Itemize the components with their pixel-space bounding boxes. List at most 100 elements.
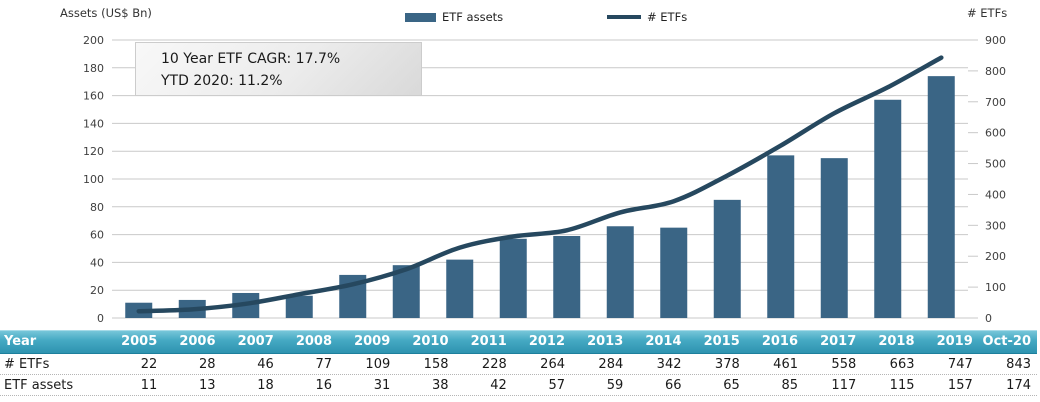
bar-2008 bbox=[285, 295, 313, 318]
bar-2012 bbox=[499, 238, 527, 318]
line-legend-swatch bbox=[607, 15, 641, 19]
num-etfs-cell: 264 bbox=[540, 356, 565, 372]
table-header-row: Year 2005 2006 2007 2008 2009 2010 2011 2012 201… bbox=[0, 330, 1037, 354]
table-header-year-label: Year bbox=[4, 334, 37, 349]
year-header-cell: 2015 bbox=[703, 334, 740, 349]
left-axis-tick-label: 200 bbox=[83, 34, 104, 47]
year-header-cell: 2005 bbox=[121, 334, 158, 349]
left-axis-tick-label: 80 bbox=[90, 201, 104, 214]
etf-assets-cell: 31 bbox=[373, 377, 391, 393]
left-axis-tick-label: 160 bbox=[83, 90, 104, 103]
right-axis-tick-label: 0 bbox=[985, 312, 992, 325]
year-header-cell: 2017 bbox=[820, 334, 857, 349]
right-axis-tick-label: 600 bbox=[985, 127, 1006, 140]
etf-assets-cell: 85 bbox=[781, 377, 798, 393]
num-etfs-cell: 158 bbox=[423, 356, 449, 372]
right-axis-tick-label: 500 bbox=[985, 158, 1006, 171]
num-etfs-cell: 77 bbox=[315, 356, 332, 372]
legend-item-num-etfs: # ETFs bbox=[607, 10, 687, 24]
num-etfs-cell: 461 bbox=[773, 356, 798, 372]
bar-2016 bbox=[713, 199, 741, 318]
etf-assets-cell: 13 bbox=[198, 377, 216, 393]
year-header-cell: 2014 bbox=[645, 334, 682, 349]
year-header-cell: 2018 bbox=[878, 334, 915, 349]
right-axis-title: # ETFs bbox=[967, 6, 1008, 20]
right-axis-tick-label: 300 bbox=[985, 219, 1006, 232]
table-row-num-etfs: # ETFs 22 28 46 77 109 158 228 264 284 342 378 461 5… bbox=[0, 354, 1037, 375]
bar-2011 bbox=[446, 259, 474, 318]
left-axis-tick-label: 100 bbox=[83, 173, 104, 186]
num-etfs-cell: 747 bbox=[947, 356, 973, 372]
year-header-cell: 2016 bbox=[761, 334, 798, 349]
etf-assets-cell: 42 bbox=[490, 377, 507, 393]
right-axis-tick-label: 400 bbox=[985, 188, 1006, 201]
num-etfs-cell: 378 bbox=[714, 356, 740, 372]
bar-2014 bbox=[606, 226, 634, 318]
cagr-annotation-box: 10 Year ETF CAGR: 17.7% YTD 2020: 11.2% bbox=[135, 42, 422, 96]
year-header-cell: 2013 bbox=[587, 334, 624, 349]
etf-assets-cell: 115 bbox=[889, 377, 915, 393]
row-label-num-etfs: # ETFs bbox=[4, 356, 50, 372]
bar-Oct-20 bbox=[927, 76, 955, 318]
num-etfs-trend-line bbox=[136, 55, 944, 314]
num-etfs-cell: 843 bbox=[1006, 356, 1031, 372]
right-axis-tick-label: 800 bbox=[985, 65, 1006, 78]
data-table: Year 2005 2006 2007 2008 2009 2010 2011 2012 201… bbox=[0, 330, 1037, 396]
bar-2017 bbox=[767, 155, 795, 318]
right-axis-tick-label: 200 bbox=[985, 250, 1006, 263]
right-axis-tick-label: 700 bbox=[985, 96, 1006, 109]
etf-assets-cell: 16 bbox=[315, 377, 332, 393]
etf-assets-cell: 117 bbox=[831, 377, 857, 393]
legend-item-etf-assets: ETF assets bbox=[405, 10, 503, 24]
bar-2019 bbox=[874, 99, 902, 319]
bar-2013 bbox=[553, 235, 581, 318]
year-header-cell: 2010 bbox=[412, 334, 449, 349]
cagr-annotation-line2: YTD 2020: 11.2% bbox=[161, 73, 283, 89]
etf-assets-cell: 157 bbox=[947, 377, 973, 393]
year-header-cell: 2009 bbox=[354, 334, 391, 349]
left-axis-tick-label: 180 bbox=[83, 62, 104, 75]
left-axis-title: Assets (US$ Bn) bbox=[60, 6, 152, 20]
bar-2018 bbox=[820, 158, 848, 318]
num-etfs-cell: 22 bbox=[140, 356, 158, 372]
table-row-etf-assets: ETF assets 11 13 18 16 31 38 42 57 59 66 65 85 117 11… bbox=[0, 375, 1037, 396]
etf-assets-cell: 18 bbox=[257, 377, 274, 393]
num-etfs-cell: 558 bbox=[831, 356, 857, 372]
right-axis-tick-label: 900 bbox=[985, 34, 1006, 47]
left-axis-tick-label: 20 bbox=[90, 284, 104, 297]
num-etfs-cell: 284 bbox=[598, 356, 624, 372]
etf-assets-cell: 57 bbox=[548, 377, 565, 393]
etf-assets-cell: 59 bbox=[606, 377, 624, 393]
row-label-etf-assets: ETF assets bbox=[4, 377, 74, 393]
bar-legend-label: ETF assets bbox=[442, 10, 504, 24]
year-header-cell: 2008 bbox=[295, 334, 332, 349]
year-header-cell: 2011 bbox=[470, 334, 507, 349]
year-header-cell: 2006 bbox=[179, 334, 216, 349]
line-legend-label: # ETFs bbox=[647, 10, 688, 24]
etf-assets-cell: 65 bbox=[723, 377, 740, 393]
bar-2015 bbox=[660, 227, 688, 318]
num-etfs-cell: 342 bbox=[656, 356, 682, 372]
combo-chart-plot: 0 20 40 60 80 100 120 140 160 180 200 900 800 700 600 5… bbox=[83, 34, 1006, 325]
etf-assets-cell: 11 bbox=[140, 377, 158, 393]
cagr-annotation-line1: 10 Year ETF CAGR: 17.7% bbox=[161, 51, 341, 67]
num-etfs-cell: 663 bbox=[889, 356, 915, 372]
year-header-cell: Oct-20 bbox=[982, 334, 1031, 349]
num-etfs-cell: 109 bbox=[365, 356, 391, 372]
left-axis-tick-label: 140 bbox=[83, 117, 104, 130]
year-header-cell: 2012 bbox=[528, 334, 565, 349]
right-axis-tick-label: 100 bbox=[985, 281, 1006, 294]
left-axis-tick-label: 40 bbox=[90, 256, 104, 269]
bar-legend-swatch bbox=[405, 12, 436, 22]
year-header-cell: 2007 bbox=[237, 334, 274, 349]
etf-assets-cell: 38 bbox=[431, 377, 449, 393]
num-etfs-cell: 28 bbox=[198, 356, 216, 372]
num-etfs-cell: 46 bbox=[257, 356, 274, 372]
left-axis-tick-label: 120 bbox=[83, 145, 104, 158]
year-header-cell: 2019 bbox=[936, 334, 973, 349]
num-etfs-cell: 228 bbox=[481, 356, 507, 372]
left-axis-tick-label: 60 bbox=[90, 229, 104, 242]
left-axis-tick-label: 0 bbox=[97, 312, 104, 325]
etf-assets-cell: 174 bbox=[1006, 377, 1031, 393]
